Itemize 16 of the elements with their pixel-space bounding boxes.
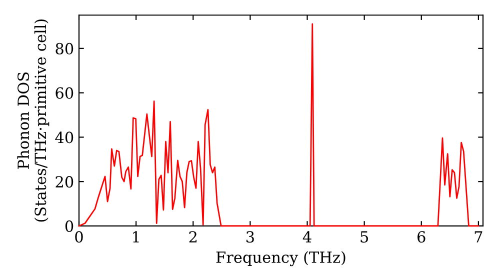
x-tick-label: 1 (133, 231, 139, 242)
y-tick-label: 20 (56, 176, 74, 188)
y-tick-label: 60 (56, 87, 74, 99)
x-tick-label: 4 (302, 231, 312, 242)
line-series (78, 23, 480, 227)
x-tick-label: 6 (418, 231, 426, 243)
y-tick-label: 80 (56, 42, 74, 54)
x-tick-label: 3 (246, 231, 254, 243)
y-tick-label: 40 (55, 132, 74, 144)
x-tick-label: 5 (360, 231, 368, 243)
x-tick-label: 0 (75, 231, 83, 243)
x-axis-title: Frequency (THz) (216, 251, 346, 266)
y-axis-title: Phonon DOS (States/THz·primitive cell) (17, 20, 50, 222)
x-tick-label: 2 (189, 231, 196, 242)
y-tick-label: 0 (65, 220, 74, 232)
x-tick-label: 7 (474, 231, 482, 242)
